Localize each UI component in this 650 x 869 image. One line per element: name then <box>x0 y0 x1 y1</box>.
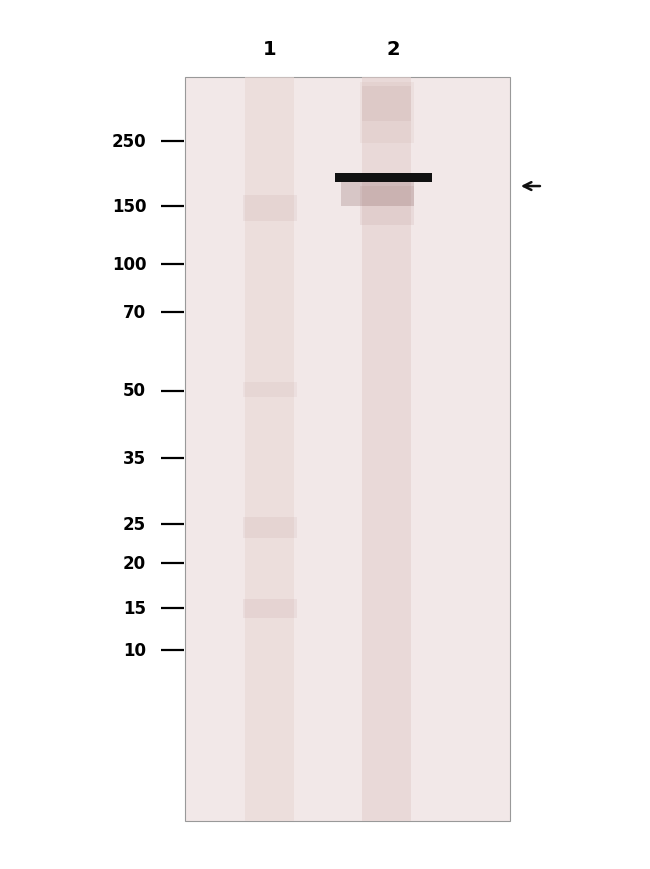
Bar <box>363 78 411 821</box>
Text: 1: 1 <box>263 40 276 59</box>
Bar <box>363 87 411 122</box>
Text: 100: 100 <box>112 256 146 274</box>
Bar <box>360 187 413 226</box>
Bar <box>243 600 296 619</box>
Text: 20: 20 <box>123 554 146 572</box>
Bar <box>185 78 510 821</box>
Text: 250: 250 <box>112 133 146 150</box>
Text: 2: 2 <box>387 40 400 59</box>
Text: 35: 35 <box>123 450 146 468</box>
Text: 15: 15 <box>124 600 146 617</box>
Text: 50: 50 <box>124 382 146 400</box>
Text: 25: 25 <box>123 515 146 533</box>
Bar <box>243 382 296 398</box>
Bar <box>335 173 432 183</box>
Bar <box>243 196 296 222</box>
Bar <box>246 78 294 821</box>
Bar <box>243 517 296 539</box>
Text: 70: 70 <box>123 304 146 322</box>
Text: 10: 10 <box>124 641 146 659</box>
Bar <box>360 83 413 143</box>
Bar <box>341 183 415 208</box>
Text: 150: 150 <box>112 198 146 216</box>
